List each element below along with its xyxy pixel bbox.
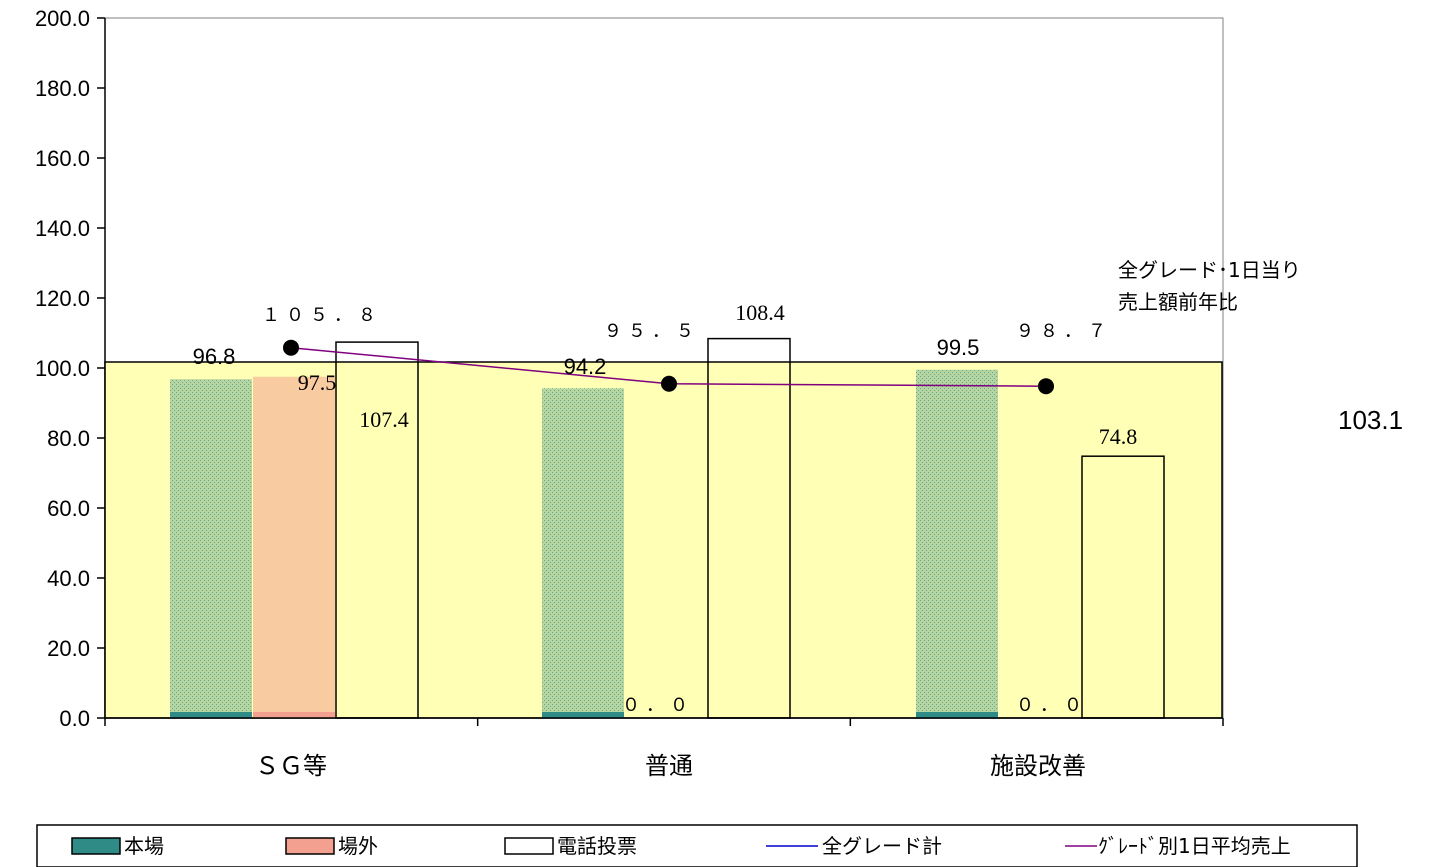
label-honjo-0: 96.8: [193, 344, 236, 369]
grade-avg-point-2: [1038, 378, 1054, 395]
label-grade-avg-2: ９８．７: [1016, 321, 1112, 342]
series-line: [283, 339, 1054, 395]
legend-label-honjo: 本場: [124, 834, 164, 858]
y-tick-label: 80.0: [47, 426, 90, 451]
y-axis: 0.0 20.0 40.0 60.0 80.0 100.0 120.0 140.0 160.0 1…: [35, 6, 106, 731]
legend-swatch-denwa: [504, 837, 554, 855]
legend-item-all-grade: 全グレード計: [766, 834, 942, 858]
label-denwa-1: 108.4: [735, 300, 785, 325]
y-tick-label: 60.0: [47, 496, 90, 521]
legend-label-jogai: 場外: [338, 834, 378, 858]
bar-本場-0: [170, 379, 252, 718]
label-honjo-1: 94.2: [564, 354, 607, 379]
label-denwa-2: 74.8: [1099, 424, 1138, 449]
y-tick-label: 120.0: [35, 286, 90, 311]
legend-item-denwa: 電話投票: [504, 834, 637, 858]
legend-item-grade-avg: ｸﾞﾚｰﾄﾞ別1日平均売上: [1065, 834, 1291, 858]
bar-場外-0: [253, 376, 335, 718]
legend-label-grade-avg: ｸﾞﾚｰﾄﾞ別1日平均売上: [1098, 834, 1291, 858]
y-tick-label: 140.0: [35, 216, 90, 241]
total-value-label: 103.1: [1338, 405, 1403, 435]
bar-base-本場-1: [542, 712, 624, 718]
y-tick-label: 20.0: [47, 636, 90, 661]
label-honjo-2: 99.5: [937, 335, 980, 360]
label-jogai-0: 97.5: [298, 370, 337, 395]
x-axis: ＳＧ等 普通 施設改善: [104, 717, 1224, 780]
grade-avg-point-1: [661, 375, 677, 392]
grade-avg-point-0: [283, 339, 299, 356]
y-tick-label: 100.0: [35, 356, 90, 381]
bar-本場-1: [542, 388, 624, 718]
bar-base-本場-2: [916, 712, 998, 718]
data-labels: 96.8 94.2 99.5 97.5 ０．０ ０．０ 107.4 108.4 74.8 １０５．…: [193, 300, 1138, 716]
legend-label-denwa: 電話投票: [557, 834, 637, 858]
bars: [170, 337, 1165, 719]
legend-swatch-jogai: [285, 837, 335, 855]
y-tick-label: 160.0: [35, 146, 90, 171]
y-tick-label: 40.0: [47, 566, 90, 591]
y-tick-label: 200.0: [35, 6, 90, 31]
label-grade-avg-1: ９５．５: [604, 321, 700, 342]
legend-swatch-honjo: [71, 837, 121, 855]
x-tick-label-2: 施設改善: [990, 752, 1086, 780]
x-tick-label-0: ＳＧ等: [255, 752, 327, 780]
label-grade-avg-0: １０５．８: [262, 305, 382, 326]
bar-base-本場-0: [170, 712, 252, 718]
label-denwa-0: 107.4: [359, 407, 409, 432]
total-caption-line-1: 全グレード･1日当り: [1118, 258, 1301, 282]
legend-box: [36, 824, 1358, 867]
legend-label-all-grade: 全グレード計: [822, 834, 942, 858]
label-jogai-2: ０．０: [1016, 695, 1088, 716]
legend-item-jogai: 場外: [285, 834, 378, 858]
x-tick-label-1: 普通: [645, 752, 693, 780]
legend-item-honjo: 本場: [71, 834, 164, 858]
bar-本場-2: [916, 369, 998, 718]
label-jogai-1: ０．０: [622, 695, 694, 716]
y-tick-label: 180.0: [35, 76, 90, 101]
y-tick-label: 0.0: [59, 706, 90, 731]
bar-base-場外-0: [253, 712, 335, 718]
total-caption-line-2: 売上額前年比: [1118, 290, 1238, 314]
